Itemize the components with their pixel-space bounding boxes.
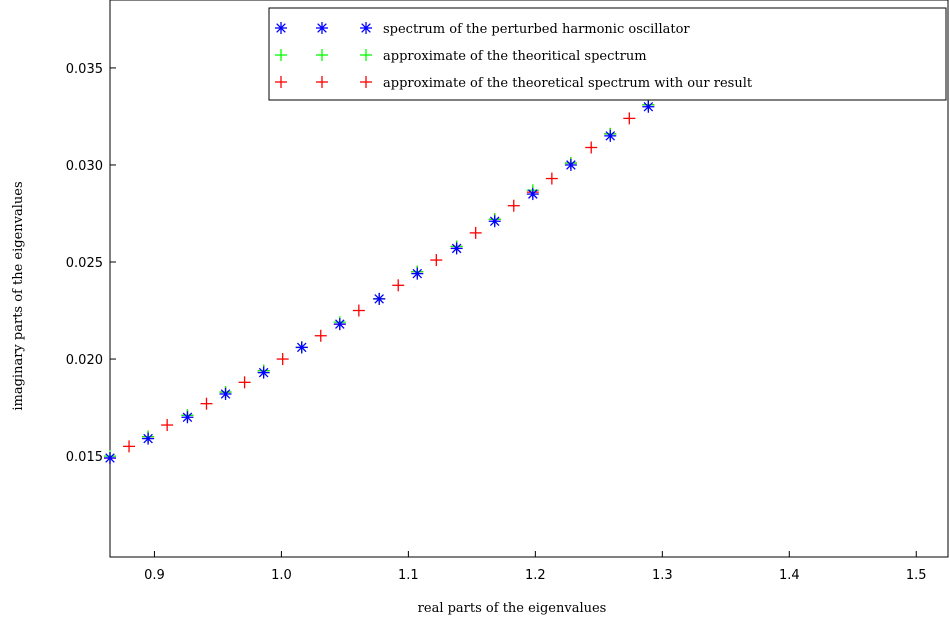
legend-label: approximate of the theoretical spectrum … [383, 76, 753, 91]
x-tick-label: 0.9 [144, 568, 165, 583]
y-tick-label: 0.025 [66, 256, 103, 271]
data-point [200, 397, 213, 410]
data-point [392, 279, 405, 292]
y-tick-label: 0.015 [66, 450, 103, 465]
data-point [257, 366, 270, 379]
x-tick-label: 1.1 [398, 568, 419, 583]
legend-item: approximate of the theoritical spectrum [275, 49, 647, 64]
data-point [450, 242, 463, 255]
data-point [373, 292, 386, 305]
data-point [238, 376, 251, 389]
legend-marker [316, 76, 328, 88]
data-point [488, 215, 501, 228]
data-point [219, 387, 232, 400]
y-axis: 0.015 0.020 0.025 0.030 0.035 [66, 62, 116, 465]
data-point [276, 353, 289, 366]
data-point [585, 141, 598, 154]
data-point [104, 452, 116, 465]
x-tick-label: 1.3 [652, 568, 673, 583]
x-axis: 0.9 1.0 1.1 1.2 1.3 1.4 1.5 [144, 551, 927, 583]
data-point [526, 188, 539, 201]
data-point [430, 254, 443, 267]
series-0 [104, 100, 655, 465]
data-point [123, 440, 136, 453]
data-point [142, 432, 155, 445]
legend-marker [275, 76, 287, 88]
y-tick-label: 0.030 [66, 159, 103, 174]
data-point [352, 304, 365, 317]
data-point [642, 100, 655, 113]
data-point [411, 267, 424, 280]
legend-marker [360, 49, 372, 61]
x-axis-title: real parts of the eigenvalues [418, 601, 607, 616]
y-tick-label: 0.020 [66, 353, 103, 368]
y-axis-title: imaginary parts of the eigenvalues [11, 181, 26, 410]
legend-marker [316, 49, 328, 61]
data-point [545, 172, 558, 185]
legend-box [268, 7, 947, 101]
legend-marker [275, 49, 287, 61]
legend-marker [275, 22, 287, 34]
data-point [161, 419, 174, 432]
legend-item: spectrum of the perturbed harmonic oscil… [275, 22, 690, 37]
x-tick-label: 1.2 [525, 568, 546, 583]
legend-item: approximate of the theoretical spectrum … [275, 76, 753, 91]
data-point [469, 226, 482, 239]
data-point [623, 112, 636, 125]
x-tick-label: 1.0 [271, 568, 292, 583]
x-tick-label: 1.5 [906, 568, 927, 583]
legend-label: spectrum of the perturbed harmonic oscil… [383, 22, 690, 37]
data-point [314, 329, 327, 342]
x-tick-label: 1.4 [779, 568, 800, 583]
data-point [333, 318, 346, 331]
legend-marker [360, 76, 372, 88]
data-point [604, 129, 617, 142]
legend-label: approximate of the theoritical spectrum [383, 49, 647, 64]
data-point [564, 158, 577, 171]
legend-marker [360, 22, 372, 34]
data-points [104, 7, 769, 465]
legend-marker [316, 22, 328, 34]
legend: spectrum of the perturbed harmonic oscil… [268, 7, 947, 101]
data-point [181, 411, 194, 424]
data-point [507, 199, 520, 212]
y-tick-label: 0.035 [66, 62, 103, 77]
data-point [295, 341, 308, 354]
